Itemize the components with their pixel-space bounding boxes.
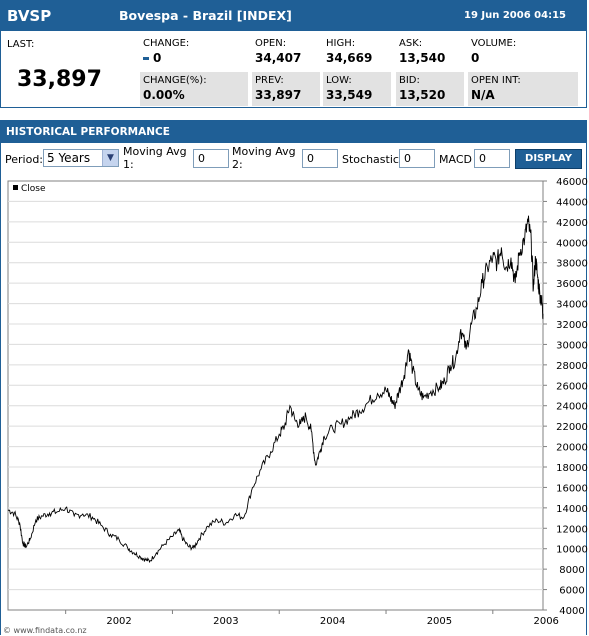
volume-label: VOLUME:: [471, 38, 517, 49]
legend-swatch: [13, 185, 18, 190]
ma2-label-line2: 2:: [232, 158, 243, 171]
period-label: Period:: [5, 153, 44, 166]
unchanged-dash-icon: [143, 57, 149, 60]
y-tick-label: 38000: [556, 259, 588, 270]
y-tick-label: 6000: [559, 586, 584, 597]
ask-value: 13,540: [399, 51, 446, 65]
y-tick-label: 16000: [556, 483, 588, 494]
ma1-label-line2: 1:: [123, 158, 134, 171]
historical-header: HISTORICAL PERFORMANCE: [1, 121, 586, 143]
x-tick-label: 2003: [213, 616, 238, 627]
bid-cell: BID: 13,520: [396, 72, 464, 106]
plot-frame: [7, 180, 544, 611]
x-tick-label: 2006: [533, 616, 558, 627]
change-cell: CHANGE: 0: [140, 35, 248, 69]
footer-watermark: © www.findata.co.nz: [3, 626, 87, 635]
y-tick-label: 14000: [556, 504, 588, 515]
bid-value: 13,520: [399, 88, 446, 102]
period-select[interactable]: 5 Years ▼: [43, 149, 119, 167]
moving-avg-1-input[interactable]: 0: [193, 149, 229, 168]
bid-label: BID:: [399, 75, 420, 86]
low-value: 33,549: [326, 88, 373, 102]
high-label: HIGH:: [326, 38, 356, 49]
change-value: 0: [143, 51, 248, 65]
period-select-value: 5 Years: [47, 151, 91, 165]
chart-controls: Period: 5 Years ▼ Moving Avg 1: 0 Moving…: [1, 143, 586, 177]
stochastic-input[interactable]: 0: [399, 149, 435, 168]
change-pct-value: 0.00%: [143, 88, 185, 102]
y-tick-label: 28000: [556, 361, 588, 372]
volume-cell: VOLUME: 0: [468, 35, 578, 69]
open-int-value: N/A: [471, 88, 495, 102]
x-tick-label: 2002: [106, 616, 131, 627]
y-tick-label: 20000: [556, 443, 588, 454]
open-label: OPEN:: [255, 38, 287, 49]
y-tick-label: 22000: [556, 422, 588, 433]
y-tick-label: 24000: [556, 402, 588, 413]
y-tick-label: 46000: [556, 178, 588, 188]
macd-label: MACD: [439, 153, 472, 166]
open-value: 34,407: [255, 51, 302, 65]
stochastic-label: Stochastic:: [342, 153, 403, 166]
high-cell: HIGH: 34,669: [323, 35, 391, 69]
y-tick-label: 18000: [556, 463, 588, 474]
y-tick-label: 36000: [556, 279, 588, 290]
quote-title-bar: BVSP Bovespa - Brazil [INDEX] 19 Jun 200…: [1, 1, 586, 31]
low-cell: LOW: 33,549: [323, 72, 391, 106]
instrument-name: Bovespa - Brazil [INDEX]: [119, 8, 292, 23]
prev-label: PREV:: [255, 75, 284, 86]
ticker-symbol: BVSP: [7, 7, 52, 25]
quote-panel: BVSP Bovespa - Brazil [INDEX] 19 Jun 200…: [0, 0, 587, 108]
high-value: 34,669: [326, 51, 373, 65]
ma1-label-line1: Moving Avg: [123, 145, 187, 158]
close-series-line: [7, 215, 544, 564]
display-button[interactable]: DISPLAY: [515, 149, 582, 169]
chevron-down-icon[interactable]: ▼: [102, 150, 118, 166]
open-int-cell: OPEN INT: N/A: [468, 72, 578, 106]
y-tick-label: 32000: [556, 320, 588, 331]
last-label: LAST:: [7, 39, 35, 50]
last-value: 33,897: [17, 67, 102, 92]
low-label: LOW:: [326, 75, 352, 86]
y-tick-label: 44000: [556, 197, 588, 208]
change-pct-cell: CHANGE(%): 0.00%: [140, 72, 248, 106]
y-tick-label: 12000: [556, 524, 588, 535]
moving-avg-2-input[interactable]: 0: [302, 149, 338, 168]
ma2-label-line1: Moving Avg: [232, 145, 296, 158]
volume-value: 0: [471, 51, 480, 65]
price-chart: 4000 6000 8000 10000 12000 14000 16000 18000 200…: [3, 178, 588, 635]
ask-label: ASK:: [399, 38, 423, 49]
change-pct-label: CHANGE(%):: [143, 75, 207, 86]
y-tick-label: 42000: [556, 218, 588, 229]
prev-cell: PREV: 33,897: [252, 72, 320, 106]
ask-cell: ASK: 13,540: [396, 35, 464, 69]
x-tick-label: 2004: [320, 616, 345, 627]
open-int-label: OPEN INT:: [471, 75, 521, 86]
y-tick-label: 8000: [559, 565, 584, 576]
y-tick-label: 26000: [556, 381, 588, 392]
prev-value: 33,897: [255, 88, 302, 102]
y-tick-label: 34000: [556, 300, 588, 311]
y-tick-label: 4000: [559, 606, 584, 617]
x-tick-label: 2005: [427, 616, 452, 627]
macd-input[interactable]: 0: [474, 149, 510, 168]
y-tick-label: 40000: [556, 238, 588, 249]
y-tick-label: 10000: [556, 545, 588, 556]
open-cell: OPEN: 34,407: [252, 35, 360, 69]
change-label: CHANGE:: [143, 38, 190, 49]
quote-datetime: 19 Jun 2006 04:15: [464, 10, 566, 21]
y-tick-label: 30000: [556, 340, 588, 351]
legend-label: Close: [21, 184, 46, 194]
historical-panel: HISTORICAL PERFORMANCE Period: 5 Years ▼…: [0, 120, 588, 635]
